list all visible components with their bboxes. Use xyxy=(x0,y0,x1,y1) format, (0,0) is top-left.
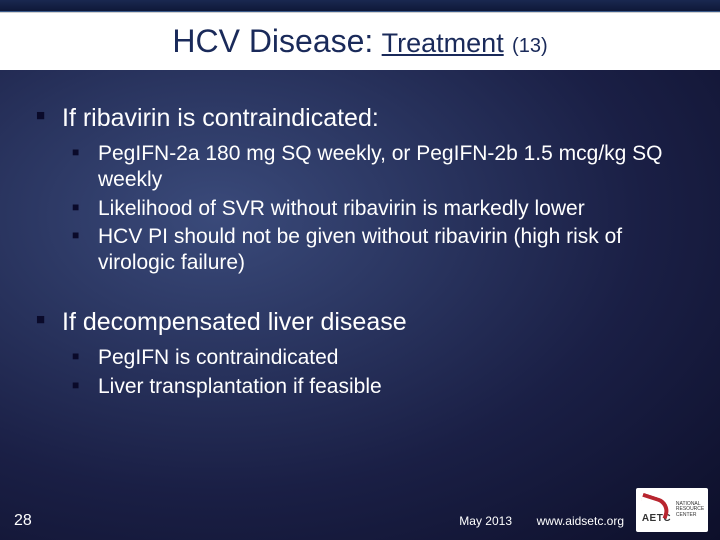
slide-number: 28 xyxy=(14,512,32,530)
title-area: HCV Disease: Treatment (13) xyxy=(0,12,720,70)
footer-url: www.aidsetc.org xyxy=(537,514,624,528)
bullet-item: HCV PI should not be given without ribav… xyxy=(72,224,684,277)
section-heading: If ribavirin is contraindicated: xyxy=(36,104,684,133)
top-bar xyxy=(0,0,720,12)
slide-title: HCV Disease: Treatment (13) xyxy=(0,23,720,60)
logo-left: AETC xyxy=(639,496,674,524)
footer-date: May 2013 xyxy=(459,514,512,528)
title-sub: Treatment xyxy=(382,28,504,58)
title-number: (13) xyxy=(512,35,548,57)
aetc-logo: AETC NATIONAL RESOURCE CENTER xyxy=(636,488,708,532)
swoosh-icon xyxy=(642,496,670,512)
slide: HCV Disease: Treatment (13) If ribavirin… xyxy=(0,0,720,540)
title-main: HCV Disease: xyxy=(172,23,373,59)
logo-subtext: NATIONAL RESOURCE CENTER xyxy=(674,502,705,519)
bullet-item: PegIFN-2a 180 mg SQ weekly, or PegIFN-2b… xyxy=(72,141,684,194)
bullet-item: Likelihood of SVR without ribavirin is m… xyxy=(72,196,684,222)
content-area: If ribavirin is contraindicated: PegIFN-… xyxy=(0,70,720,400)
bullet-item: PegIFN is contraindicated xyxy=(72,345,684,371)
footer: 28 May 2013 www.aidsetc.org AETC NATIONA… xyxy=(0,500,720,540)
section-heading: If decompensated liver disease xyxy=(36,308,684,337)
bullet-item: Liver transplantation if feasible xyxy=(72,374,684,400)
